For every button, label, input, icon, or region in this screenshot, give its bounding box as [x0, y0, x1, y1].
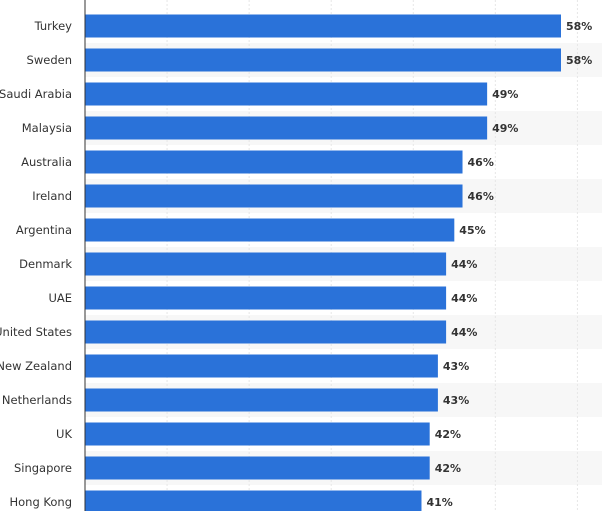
category-label: Turkey	[34, 19, 73, 33]
value-label: 42%	[435, 428, 461, 441]
category-labels: Turkey Sweden Saudi Arabia Malaysia Australi…	[0, 19, 72, 509]
value-label: 58%	[566, 20, 592, 33]
value-labels: 58% 58% 49% 49% 46% 46% 45% 44% 44% 44% 43% 43% 42% 4…	[426, 20, 592, 509]
value-label: 46%	[468, 190, 494, 203]
category-label: United States	[0, 325, 72, 339]
bar[interactable]	[85, 456, 430, 480]
bar[interactable]	[85, 422, 430, 446]
category-label: Sweden	[27, 53, 72, 67]
value-label: 42%	[435, 462, 461, 475]
value-label: 43%	[443, 394, 469, 407]
bar[interactable]	[85, 116, 488, 140]
value-label: 45%	[459, 224, 485, 237]
category-label: Saudi Arabia	[0, 87, 72, 101]
bars	[85, 14, 561, 514]
value-label: 49%	[492, 88, 518, 101]
category-label: Ireland	[32, 189, 72, 203]
value-label: 49%	[492, 122, 518, 135]
bar[interactable]	[85, 218, 455, 242]
category-label: UK	[56, 427, 72, 441]
category-label: Hong Kong	[9, 495, 72, 509]
category-label: Australia	[21, 155, 72, 169]
value-label: 58%	[566, 54, 592, 67]
category-label: Argentina	[16, 223, 72, 237]
value-label: 46%	[468, 156, 494, 169]
value-label: 44%	[451, 258, 477, 271]
bar[interactable]	[85, 354, 438, 378]
category-label: Singapore	[14, 461, 72, 475]
bar[interactable]	[85, 48, 561, 72]
bar[interactable]	[85, 252, 447, 276]
category-label: UAE	[48, 291, 72, 305]
bar[interactable]	[85, 14, 561, 38]
category-label: Malaysia	[22, 121, 72, 135]
bar[interactable]	[85, 82, 488, 106]
value-label: 41%	[426, 496, 452, 509]
category-label: New Zealand	[0, 359, 72, 373]
value-label: 43%	[443, 360, 469, 373]
bar[interactable]	[85, 184, 463, 208]
bar[interactable]	[85, 320, 447, 344]
category-label: Netherlands	[2, 393, 72, 407]
bar[interactable]	[85, 490, 422, 514]
bar[interactable]	[85, 388, 438, 412]
value-label: 44%	[451, 292, 477, 305]
bar[interactable]	[85, 286, 447, 310]
bar[interactable]	[85, 150, 463, 174]
value-label: 44%	[451, 326, 477, 339]
category-label: Denmark	[19, 257, 72, 271]
